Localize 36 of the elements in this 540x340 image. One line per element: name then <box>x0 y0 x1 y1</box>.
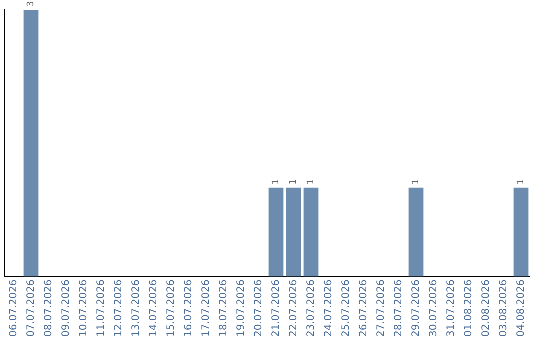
x-tick-label: 21.07.2026 <box>270 280 282 338</box>
x-tick-label: 28.07.2026 <box>393 280 404 338</box>
x-tick-label: 10.07.2026 <box>78 280 90 338</box>
x-tick-label: 06.07.2026 <box>8 280 20 338</box>
x-tick-label: 25.07.2026 <box>340 280 352 338</box>
data-label: 1 <box>516 179 527 185</box>
x-tick-label: 11.07.2026 <box>96 280 107 338</box>
x-tick-label: 15.07.2026 <box>166 280 177 338</box>
data-label: 3 <box>26 1 37 7</box>
x-tick-label: 27.07.2026 <box>376 280 387 338</box>
x-tick-label: 03.08.2026 <box>498 280 510 338</box>
x-tick-label: 18.07.2026 <box>218 280 230 338</box>
data-label: 1 <box>272 179 282 185</box>
x-tick-label: 16.07.2026 <box>183 280 194 338</box>
x-tick-label: 20.07.2026 <box>253 280 264 338</box>
x-tick-label: 23.07.2026 <box>306 280 317 338</box>
x-tick-label: 08.07.2026 <box>43 280 54 338</box>
x-tick-label: 22.07.2026 <box>288 280 300 338</box>
x-tick-label: 01.08.2026 <box>463 280 474 338</box>
x-tick-label: 29.07.2026 <box>410 280 422 338</box>
x-tick-label: 19.07.2026 <box>236 280 247 338</box>
x-tick-label: 26.07.2026 <box>358 280 370 338</box>
x-tick-label: 31.07.2026 <box>446 280 457 338</box>
x-tick-label: 24.07.2026 <box>323 280 334 338</box>
x-tick-label: 12.07.2026 <box>113 280 124 338</box>
x-tick-label: 13.07.2026 <box>130 280 142 338</box>
x-tick-label: 09.07.2026 <box>60 280 72 338</box>
data-label: 1 <box>289 179 300 185</box>
x-tick-label: 02.08.2026 <box>480 280 492 338</box>
x-tick-label: 17.07.2026 <box>200 280 212 338</box>
data-label: 1 <box>412 179 422 185</box>
data-label: 1 <box>306 179 317 185</box>
x-tick-label: 14.07.2026 <box>148 280 160 338</box>
x-tick-label: 30.07.2026 <box>428 280 440 338</box>
x-tick-label: 04.08.2026 <box>516 280 527 338</box>
x-tick-label: 07.07.2026 <box>26 280 37 338</box>
